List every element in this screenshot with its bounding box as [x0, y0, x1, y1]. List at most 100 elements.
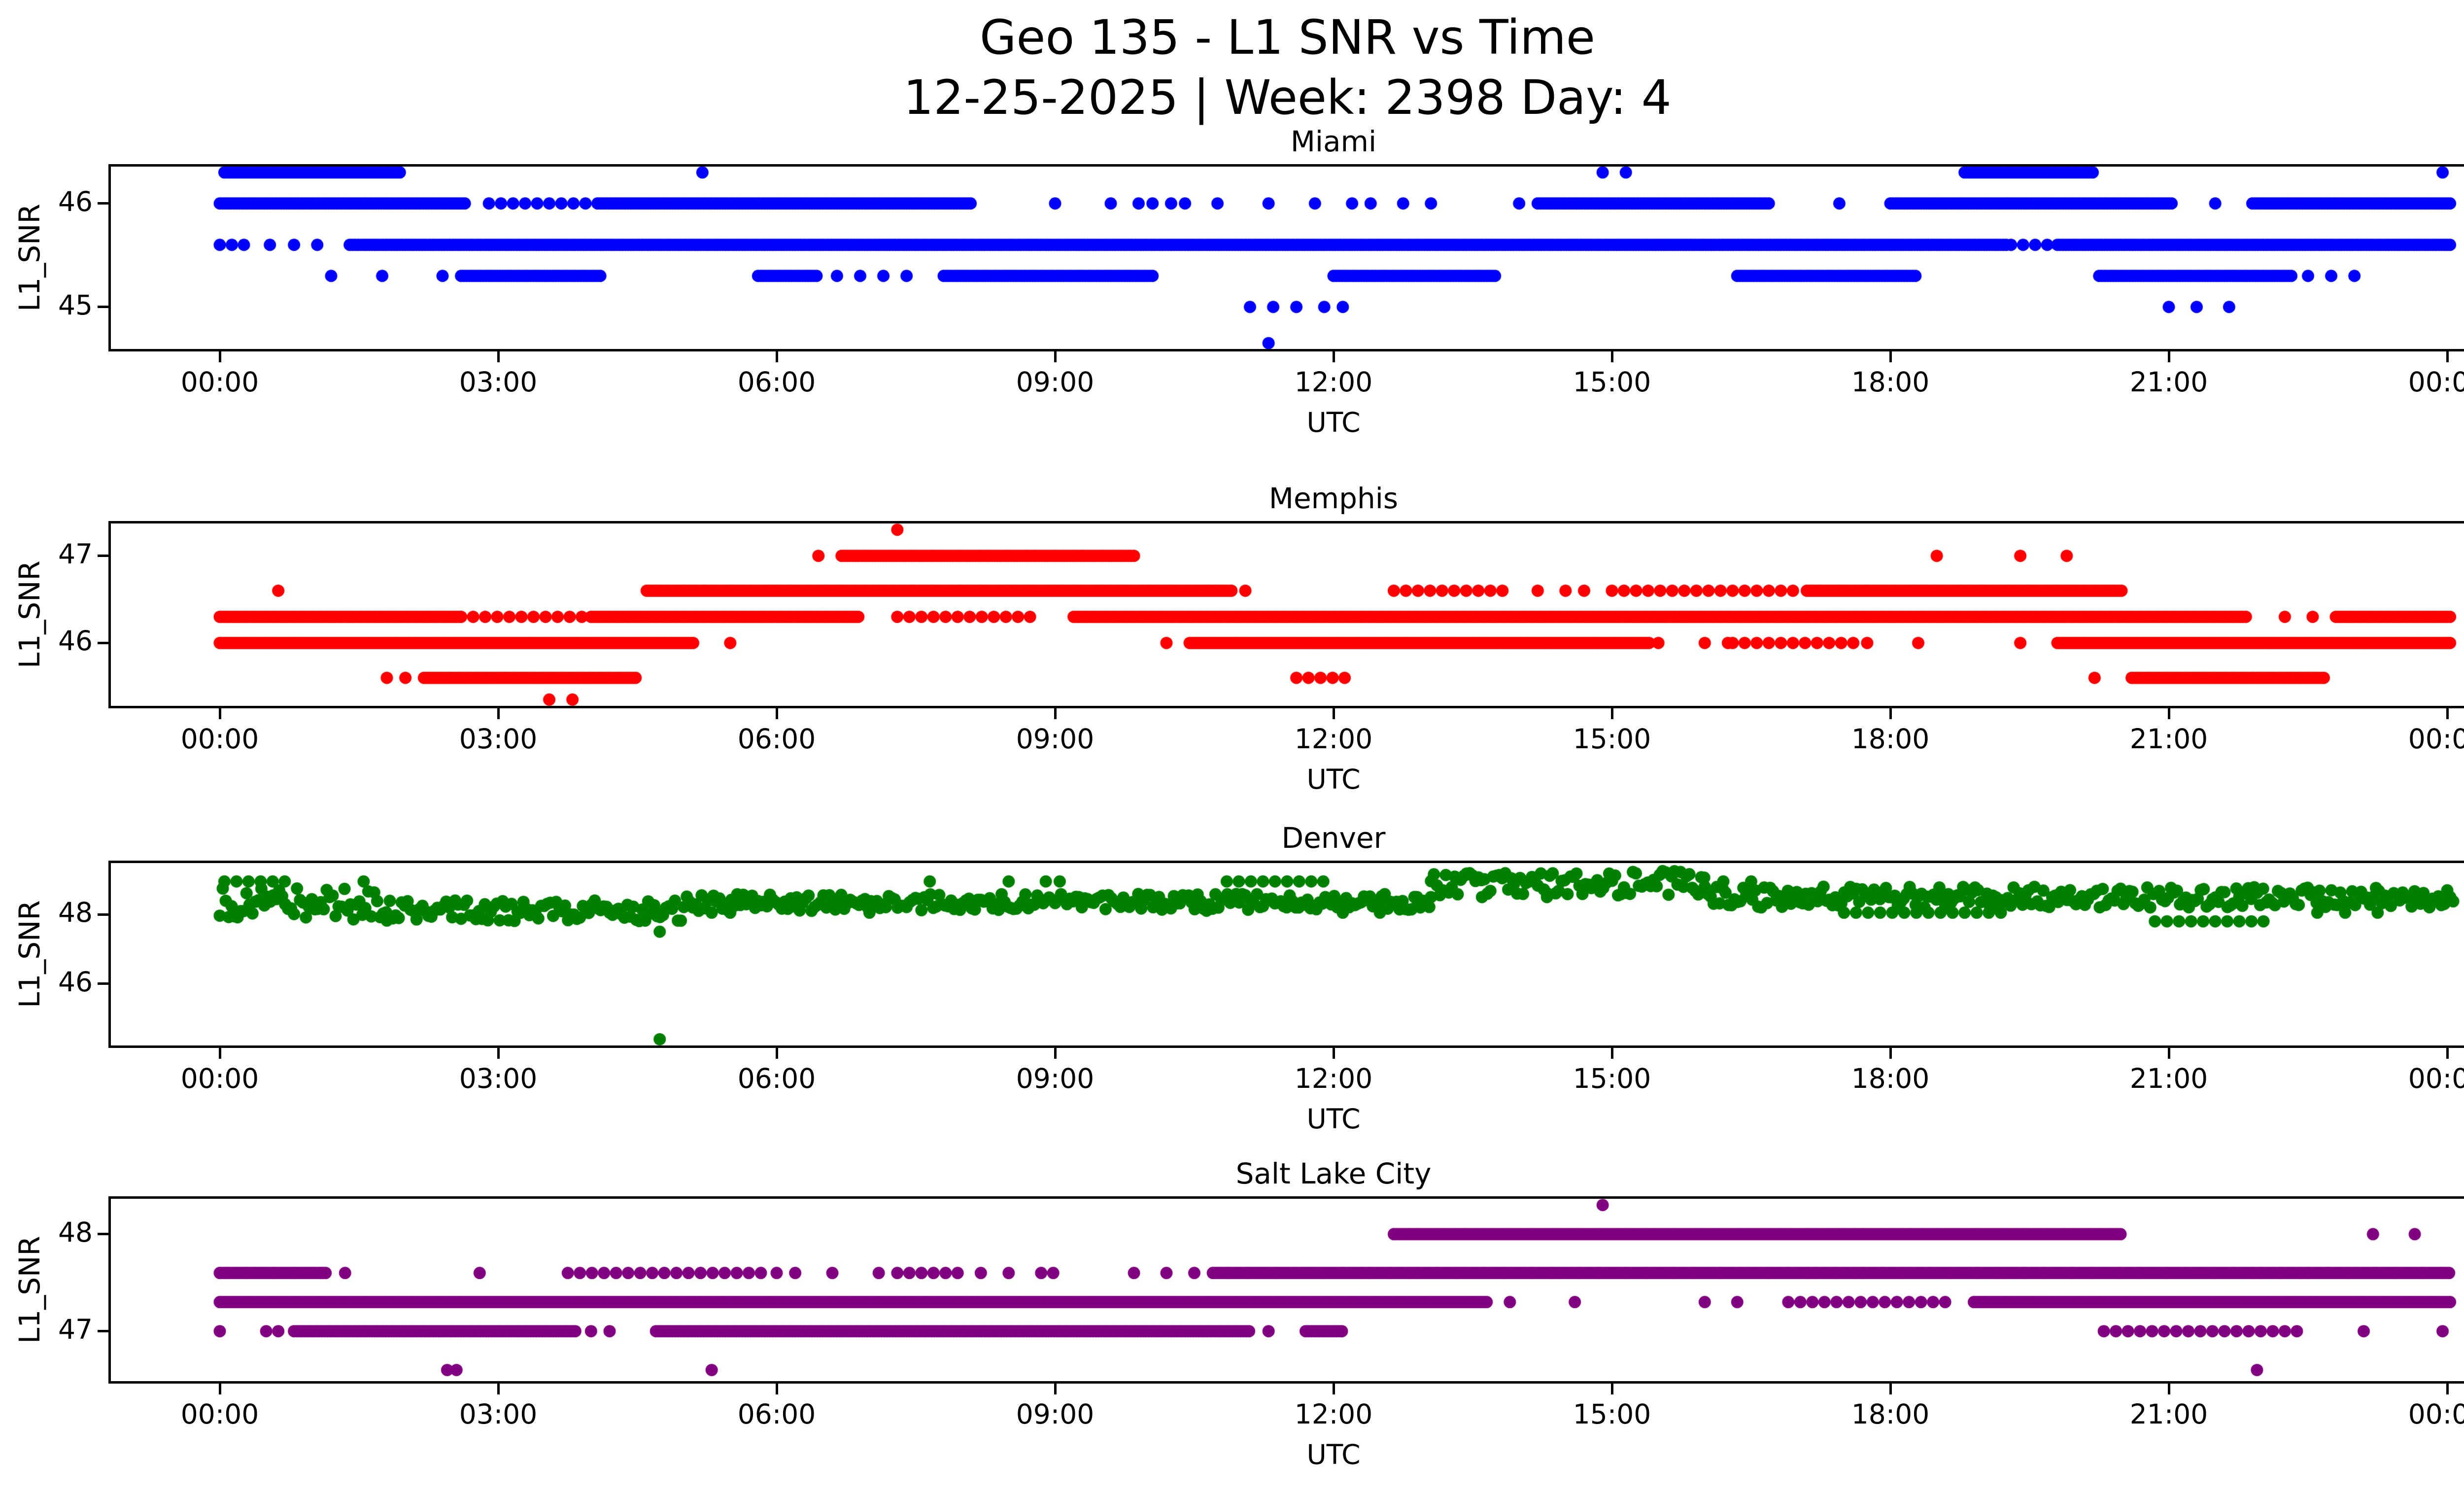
- xlabel-salt-lake-city: UTC: [1306, 1439, 1361, 1470]
- xtick-label-denver-24: 00:00: [2408, 1063, 2464, 1094]
- xtick-label-denver-9: 09:00: [1016, 1063, 1095, 1094]
- scatter-canvas-denver: [108, 861, 2464, 1048]
- ytick-mark-memphis-47: [98, 555, 108, 557]
- figure-subtitle: 12-25-2025 | Week: 2398 Day: 4: [903, 70, 1672, 125]
- xtick-mark-memphis-12: [1332, 708, 1335, 719]
- xtick-label-memphis-6: 06:00: [737, 723, 816, 755]
- xtick-label-miami-21: 21:00: [2129, 366, 2208, 398]
- xtick-mark-denver-3: [497, 1048, 500, 1059]
- xtick-mark-miami-6: [775, 351, 778, 362]
- xtick-label-salt-lake-city-24: 00:00: [2408, 1398, 2464, 1430]
- xtick-mark-memphis-9: [1054, 708, 1057, 719]
- ytick-mark-denver-48: [98, 913, 108, 916]
- xtick-label-memphis-15: 15:00: [1573, 723, 1651, 755]
- ytick-mark-salt-lake-city-48: [98, 1233, 108, 1236]
- xtick-label-memphis-3: 03:00: [459, 723, 538, 755]
- xtick-mark-denver-9: [1054, 1048, 1057, 1059]
- xtick-mark-salt-lake-city-15: [1610, 1384, 1613, 1394]
- ytick-label-salt-lake-city-48: 48: [58, 1216, 93, 1248]
- xtick-label-salt-lake-city-6: 06:00: [737, 1398, 816, 1430]
- xtick-mark-salt-lake-city-24: [2446, 1384, 2449, 1394]
- xtick-mark-salt-lake-city-18: [1889, 1384, 1892, 1394]
- ytick-label-memphis-47: 47: [58, 538, 93, 570]
- xtick-mark-salt-lake-city-21: [2167, 1384, 2170, 1394]
- ytick-label-miami-45: 45: [58, 289, 93, 321]
- figure-title: Geo 135 - L1 SNR vs Time: [980, 10, 1595, 65]
- ytick-label-memphis-46: 46: [58, 625, 93, 657]
- xtick-mark-memphis-3: [497, 708, 500, 719]
- subplot-title-salt-lake-city: Salt Lake City: [1235, 1157, 1432, 1190]
- xtick-mark-miami-24: [2446, 351, 2449, 362]
- xtick-label-miami-0: 00:00: [180, 366, 259, 398]
- xtick-label-miami-6: 06:00: [737, 366, 816, 398]
- xtick-label-denver-12: 12:00: [1294, 1063, 1373, 1094]
- ylabel-denver: L1_SNR: [13, 900, 46, 1008]
- xtick-label-denver-15: 15:00: [1573, 1063, 1651, 1094]
- xtick-mark-salt-lake-city-12: [1332, 1384, 1335, 1394]
- xlabel-denver: UTC: [1306, 1103, 1361, 1135]
- xtick-mark-miami-9: [1054, 351, 1057, 362]
- ytick-mark-salt-lake-city-47: [98, 1330, 108, 1333]
- xtick-mark-denver-0: [218, 1048, 221, 1059]
- scatter-canvas-memphis: [108, 521, 2464, 708]
- xtick-mark-memphis-6: [775, 708, 778, 719]
- xtick-label-salt-lake-city-3: 03:00: [459, 1398, 538, 1430]
- xtick-label-salt-lake-city-9: 09:00: [1016, 1398, 1095, 1430]
- xtick-label-denver-0: 00:00: [180, 1063, 259, 1094]
- xtick-mark-memphis-18: [1889, 708, 1892, 719]
- xtick-label-denver-21: 21:00: [2129, 1063, 2208, 1094]
- xtick-label-salt-lake-city-0: 00:00: [180, 1398, 259, 1430]
- ytick-mark-miami-45: [98, 306, 108, 309]
- xtick-label-memphis-24: 00:00: [2408, 723, 2464, 755]
- xtick-label-miami-12: 12:00: [1294, 366, 1373, 398]
- xtick-mark-miami-21: [2167, 351, 2170, 362]
- xtick-mark-miami-12: [1332, 351, 1335, 362]
- ytick-mark-miami-46: [98, 202, 108, 205]
- xtick-mark-salt-lake-city-0: [218, 1384, 221, 1394]
- xtick-label-salt-lake-city-12: 12:00: [1294, 1398, 1373, 1430]
- xtick-mark-salt-lake-city-6: [775, 1384, 778, 1394]
- xtick-mark-salt-lake-city-3: [497, 1384, 500, 1394]
- xtick-label-salt-lake-city-21: 21:00: [2129, 1398, 2208, 1430]
- scatter-canvas-salt-lake-city: [108, 1196, 2464, 1384]
- xtick-label-miami-15: 15:00: [1573, 366, 1651, 398]
- scatter-canvas-miami: [108, 164, 2464, 351]
- xtick-label-memphis-9: 09:00: [1016, 723, 1095, 755]
- xtick-mark-miami-18: [1889, 351, 1892, 362]
- xtick-mark-memphis-21: [2167, 708, 2170, 719]
- xtick-label-denver-3: 03:00: [459, 1063, 538, 1094]
- xtick-label-memphis-18: 18:00: [1851, 723, 1930, 755]
- ytick-label-salt-lake-city-47: 47: [58, 1313, 93, 1345]
- xtick-mark-miami-0: [218, 351, 221, 362]
- xtick-mark-denver-24: [2446, 1048, 2449, 1059]
- xtick-mark-memphis-0: [218, 708, 221, 719]
- xtick-label-miami-3: 03:00: [459, 366, 538, 398]
- xtick-mark-salt-lake-city-9: [1054, 1384, 1057, 1394]
- xtick-label-salt-lake-city-18: 18:00: [1851, 1398, 1930, 1430]
- xtick-mark-denver-6: [775, 1048, 778, 1059]
- xtick-mark-denver-21: [2167, 1048, 2170, 1059]
- xtick-label-miami-24: 00:00: [2408, 366, 2464, 398]
- ytick-mark-memphis-46: [98, 641, 108, 644]
- xtick-mark-miami-15: [1610, 351, 1613, 362]
- xtick-label-denver-6: 06:00: [737, 1063, 816, 1094]
- xtick-mark-denver-12: [1332, 1048, 1335, 1059]
- xtick-label-memphis-21: 21:00: [2129, 723, 2208, 755]
- xtick-mark-memphis-15: [1610, 708, 1613, 719]
- xtick-label-memphis-0: 00:00: [180, 723, 259, 755]
- ytick-mark-denver-46: [98, 982, 108, 985]
- xtick-label-memphis-12: 12:00: [1294, 723, 1373, 755]
- xtick-label-salt-lake-city-15: 15:00: [1573, 1398, 1651, 1430]
- ytick-label-denver-48: 48: [58, 897, 93, 929]
- xtick-mark-miami-3: [497, 351, 500, 362]
- xtick-label-miami-9: 09:00: [1016, 366, 1095, 398]
- xtick-mark-denver-15: [1610, 1048, 1613, 1059]
- xtick-label-denver-18: 18:00: [1851, 1063, 1930, 1094]
- subplot-title-miami: Miami: [1290, 125, 1377, 158]
- xlabel-miami: UTC: [1306, 407, 1361, 438]
- xlabel-memphis: UTC: [1306, 764, 1361, 795]
- subplot-title-memphis: Memphis: [1268, 482, 1399, 515]
- ytick-label-denver-46: 46: [58, 966, 93, 998]
- ytick-label-miami-46: 46: [58, 185, 93, 217]
